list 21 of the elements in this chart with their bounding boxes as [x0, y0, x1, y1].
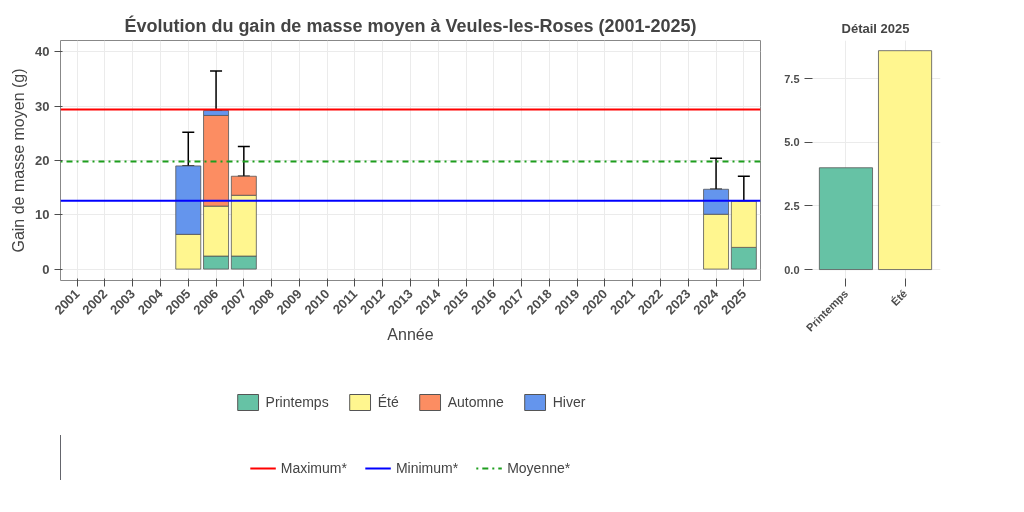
y-tick-label: 10: [35, 207, 50, 223]
legend-label: Été: [377, 394, 399, 410]
chart-title: Évolution du gain de masse moyen à Veules-les-Roses (2001-2025): [124, 14, 697, 36]
y-tick-label: 20: [35, 153, 50, 168]
chart-title: Détail 2025: [841, 20, 910, 36]
x-axis-title: Année: [387, 326, 434, 344]
legend-label: Hiver: [552, 394, 586, 410]
y-tick-label: 2.5: [784, 199, 800, 212]
legend-label: Automne: [447, 394, 504, 410]
y-axis-title: Gain de masse moyen (g): [10, 68, 28, 253]
y-tick-label: 30: [35, 98, 50, 114]
y-tick-label: 0: [42, 261, 50, 277]
y-tick-label: 5.0: [784, 136, 800, 149]
y-tick-label: 40: [35, 44, 50, 60]
y-tick-label: 0.0: [784, 263, 800, 276]
y-tick-label: 7.5: [784, 72, 800, 85]
legend-label: Maximum*: [280, 460, 347, 476]
legend-label: Moyenne*: [507, 460, 571, 476]
x-tick-label: Été: [888, 287, 910, 308]
legend-label: Minimum*: [395, 460, 459, 476]
legend-label: Printemps: [265, 394, 329, 410]
